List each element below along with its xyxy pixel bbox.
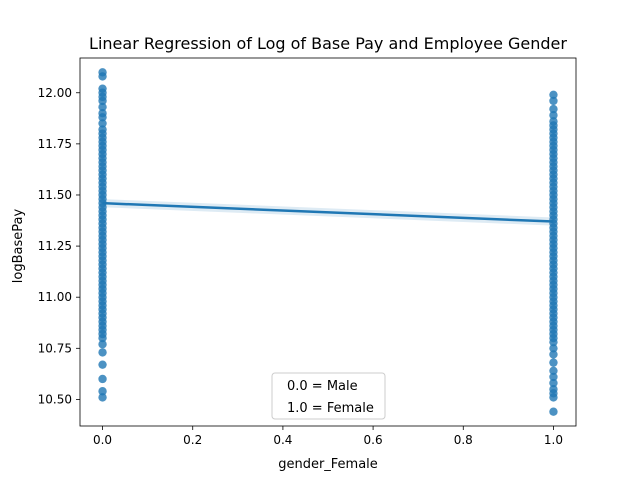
- scatter-point: [549, 111, 558, 120]
- scatter-point: [98, 374, 107, 384]
- y-tick-label: 12.00: [38, 86, 72, 100]
- legend-entry-female: 1.0 = Female: [287, 401, 374, 416]
- x-tick-label: 0.4: [273, 433, 292, 447]
- scatter-point: [98, 72, 107, 81]
- scatter-point: [549, 393, 558, 402]
- scatter-point: [549, 96, 558, 106]
- plot-frame: [79, 57, 577, 427]
- scatter-point: [549, 378, 558, 388]
- axes: 0.0 0.2 0.4 0.6 0.8 1.0 10.50 10.75 11.00 11.25 11…: [38, 57, 577, 447]
- plot-area: [98, 68, 558, 416]
- scatter-point: [549, 407, 558, 416]
- legend-entry-male: 0.0 = Male: [287, 379, 358, 394]
- y-tick-label: 11.25: [38, 239, 72, 253]
- scatter-point: [549, 90, 558, 100]
- x-tick-label: 0.8: [454, 433, 473, 447]
- scatter-point: [98, 102, 107, 112]
- regression-line: [102, 201, 554, 223]
- scatter-point: [98, 340, 107, 349]
- x-axis-label: gender_Female: [278, 457, 378, 472]
- scatter-point: [98, 96, 107, 106]
- chart-title: Linear Regression of Log of Base Pay and…: [89, 34, 567, 53]
- x-tick-label: 0.2: [183, 433, 202, 447]
- legend: 0.0 = Male 1.0 = Female: [271, 372, 386, 420]
- x-tick-label: 1.0: [544, 433, 563, 447]
- x-tick-label: 0.6: [364, 433, 383, 447]
- y-axis-label: logBasePay: [11, 209, 26, 284]
- scatter-point: [98, 348, 107, 357]
- scatter-point: [549, 358, 558, 367]
- scatter-point: [549, 344, 558, 353]
- scatter-point: [549, 104, 558, 114]
- y-tick-label: 11.00: [38, 290, 72, 304]
- scatter-point: [549, 350, 558, 359]
- scatter-point: [98, 333, 107, 343]
- scatter-point: [98, 393, 107, 402]
- scatter-point: [549, 366, 558, 375]
- x-tick-label: 0.0: [93, 433, 112, 447]
- scatter-point: [98, 387, 107, 396]
- y-tick-label: 10.50: [38, 392, 72, 406]
- scatter-point: [98, 113, 107, 122]
- scatter-point: [98, 119, 107, 128]
- scatter-point: [549, 372, 558, 382]
- y-tick-label: 10.75: [38, 341, 72, 355]
- scatter-point: [98, 360, 107, 369]
- scatter-point: [549, 337, 558, 347]
- y-tick-label: 11.50: [38, 188, 72, 202]
- y-tick-label: 11.75: [38, 137, 72, 151]
- legend-box: [271, 372, 386, 420]
